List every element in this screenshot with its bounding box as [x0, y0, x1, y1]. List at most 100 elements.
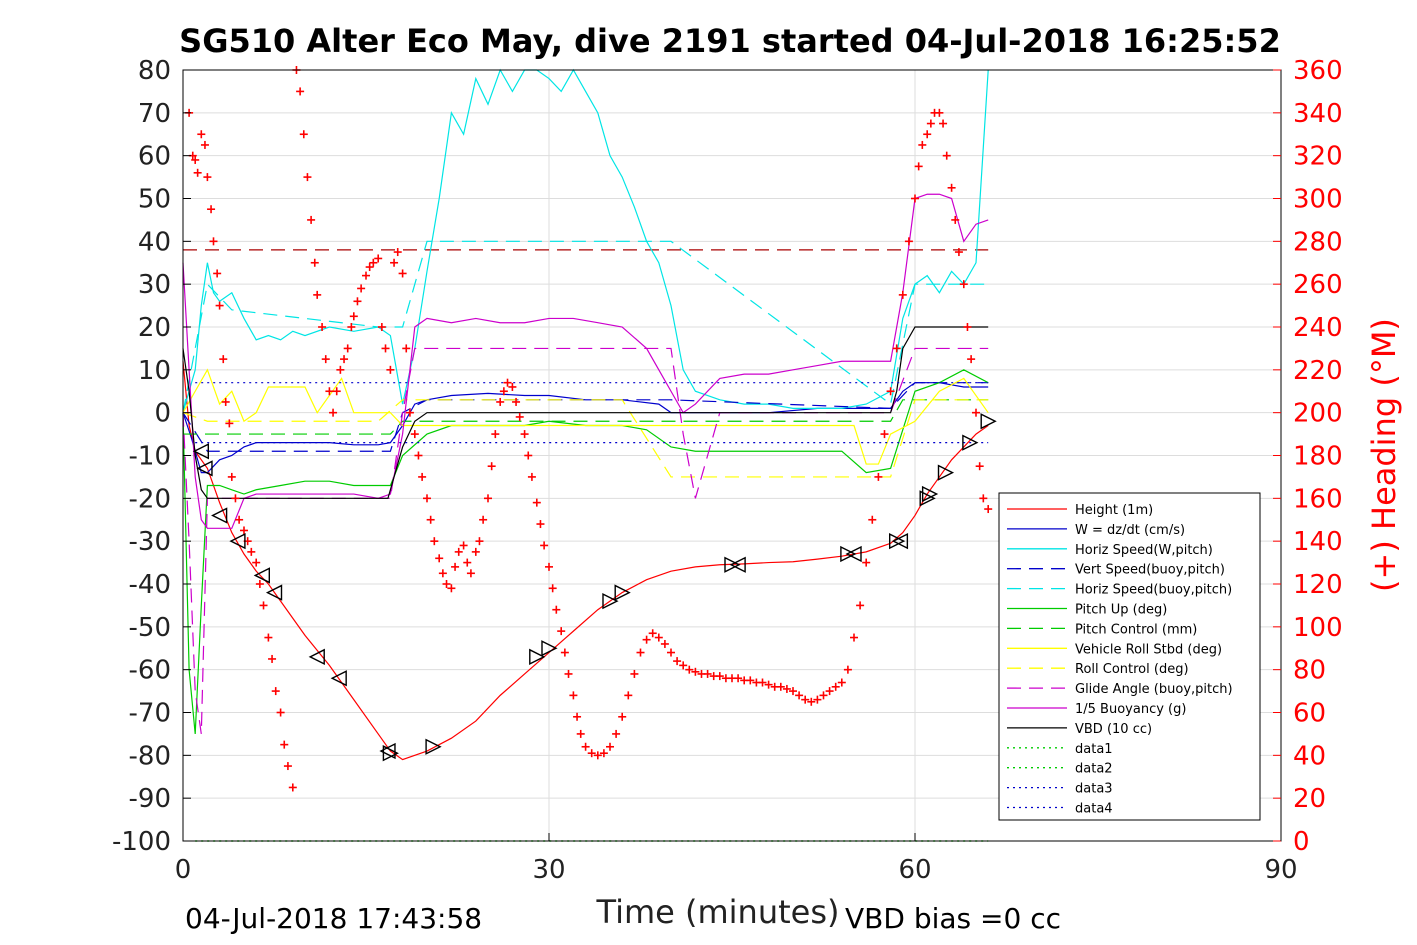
heading-point — [451, 562, 460, 571]
heading-point — [484, 494, 492, 503]
legend: Height (1m) W = dz/dt (cm/s) Horiz Speed(W… — [998, 492, 1261, 821]
heading-point — [313, 290, 322, 299]
heading-point — [923, 130, 932, 139]
heading-point — [642, 635, 651, 644]
legend-label: W = dz/dt (cm/s) — [1075, 523, 1185, 538]
heading-point — [843, 665, 852, 674]
heading-point — [343, 344, 352, 353]
triangle-marker — [845, 545, 862, 563]
heading-point — [576, 729, 585, 738]
heading-point — [734, 674, 743, 683]
heading-point — [975, 462, 984, 471]
heading-point — [536, 520, 545, 529]
right-y-tick-label: 340 — [1293, 99, 1343, 129]
left-y-tick-label: -80 — [129, 741, 171, 771]
heading-point — [552, 605, 561, 614]
heading-point — [299, 130, 308, 139]
heading-point — [414, 451, 423, 460]
heading-point — [374, 254, 383, 263]
heading-point — [782, 684, 791, 693]
right-y-tick-label: 240 — [1293, 313, 1343, 343]
heading-point — [353, 297, 362, 306]
triangle-marker — [980, 413, 997, 430]
heading-point — [491, 430, 500, 439]
triangle-marker — [379, 742, 396, 760]
heading-point — [377, 323, 386, 331]
series-line-3 — [182, 382, 989, 452]
heading-point — [984, 505, 993, 514]
heading-point — [524, 451, 533, 460]
right-y-tick-label: 280 — [1293, 227, 1343, 257]
heading-point — [276, 708, 285, 717]
left-y-tick-label: -100 — [112, 827, 171, 857]
heading-point — [612, 729, 621, 738]
heading-point — [825, 687, 834, 696]
heading-point — [268, 654, 277, 663]
right-y-tick-label: 360 — [1293, 56, 1343, 86]
right-y-tick-label: 200 — [1293, 399, 1343, 429]
heading-point — [540, 541, 549, 550]
heading-point — [951, 215, 960, 224]
triangle-marker — [192, 443, 210, 460]
heading-point — [892, 344, 901, 353]
heading-point — [318, 323, 327, 331]
heading-point — [283, 762, 292, 771]
heading-point — [259, 601, 268, 610]
series-line-6 — [183, 399, 989, 435]
legend-label: Horiz Speed(buoy,pitch) — [1075, 583, 1232, 598]
heading-point — [673, 657, 682, 666]
left-y-tick-label: -30 — [129, 527, 171, 557]
heading-point — [357, 284, 366, 293]
triangle-marker — [889, 533, 906, 550]
x-tick-label: 0 — [175, 855, 192, 885]
heading-point — [942, 151, 951, 160]
heading-point — [947, 183, 956, 192]
triangle-marker — [229, 533, 246, 550]
heading-point — [801, 695, 810, 704]
heading-point — [496, 397, 505, 406]
heading-point — [209, 237, 218, 246]
left-y-tick-label: 10 — [138, 356, 171, 386]
left-y-tick-label: 40 — [138, 227, 171, 257]
heading-point — [904, 237, 913, 246]
heading-point — [423, 494, 431, 503]
heading-point — [569, 691, 578, 700]
heading-point — [310, 258, 319, 267]
heading-point — [191, 155, 200, 164]
heading-point — [332, 387, 341, 396]
heading-point — [221, 397, 230, 406]
heading-point — [624, 691, 633, 700]
heading-point — [235, 515, 244, 524]
left-y-tick-label: -10 — [129, 442, 171, 472]
heading-point — [789, 687, 797, 696]
heading-point — [954, 248, 963, 257]
heading-point — [648, 629, 657, 638]
legend-label: VBD (10 cc) — [1075, 722, 1152, 737]
heading-point — [548, 584, 557, 593]
heading-point — [874, 472, 883, 481]
legend-label: 1/5 Buoyancy (g) — [1075, 702, 1186, 717]
heading-point — [200, 140, 209, 149]
heading-point — [369, 258, 378, 267]
legend-label: data2 — [1075, 762, 1113, 777]
heading-point — [886, 387, 895, 396]
heading-point — [715, 672, 724, 681]
heading-point — [527, 472, 536, 481]
heading-point — [410, 430, 419, 439]
series-line-10 — [182, 193, 989, 529]
left-y-tick-label: -50 — [129, 613, 171, 643]
heading-point — [679, 661, 688, 670]
heading-point — [935, 108, 944, 117]
heading-point — [515, 412, 524, 421]
heading-point — [862, 558, 871, 567]
heading-point — [255, 580, 264, 588]
triangle-marker — [308, 648, 325, 665]
heading-point — [593, 751, 602, 760]
triangle-marker — [196, 460, 213, 477]
x-tick-label: 90 — [1264, 855, 1297, 885]
heading-point — [347, 323, 356, 331]
heading-point — [390, 258, 399, 267]
legend-label: Roll Control (deg) — [1075, 662, 1189, 677]
heading-point — [979, 494, 988, 503]
